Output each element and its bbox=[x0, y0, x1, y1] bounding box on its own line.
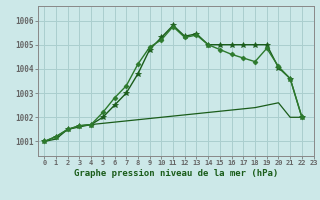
X-axis label: Graphe pression niveau de la mer (hPa): Graphe pression niveau de la mer (hPa) bbox=[74, 169, 278, 178]
